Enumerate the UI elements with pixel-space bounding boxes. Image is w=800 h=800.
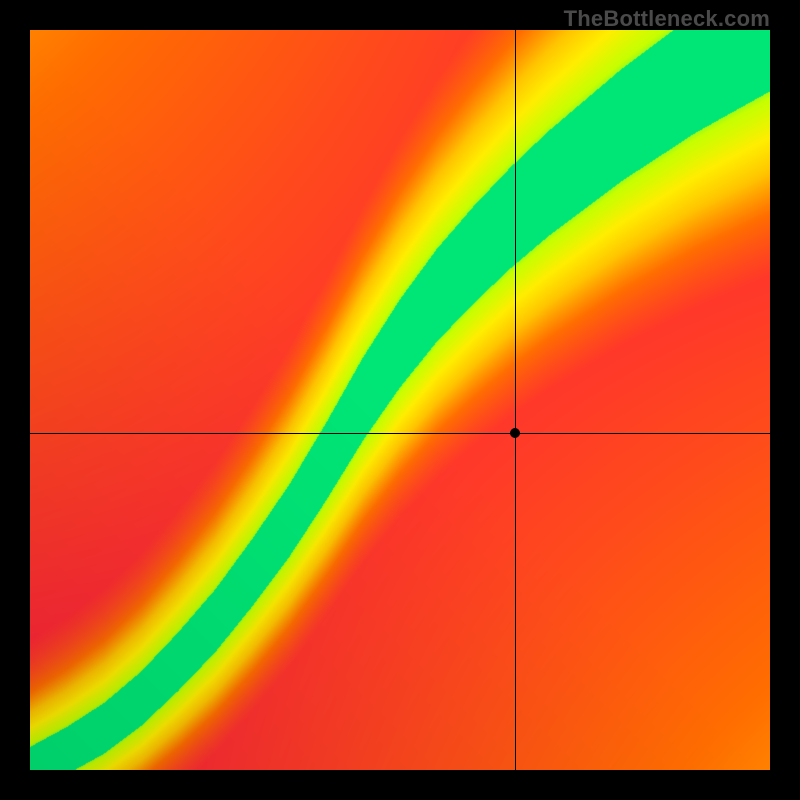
crosshair-horizontal <box>30 433 770 434</box>
crosshair-vertical <box>515 30 516 770</box>
marker-dot <box>510 428 520 438</box>
heatmap-plot <box>30 30 770 770</box>
chart-frame: TheBottleneck.com <box>0 0 800 800</box>
heatmap-canvas <box>30 30 770 770</box>
watermark-text: TheBottleneck.com <box>564 6 770 32</box>
